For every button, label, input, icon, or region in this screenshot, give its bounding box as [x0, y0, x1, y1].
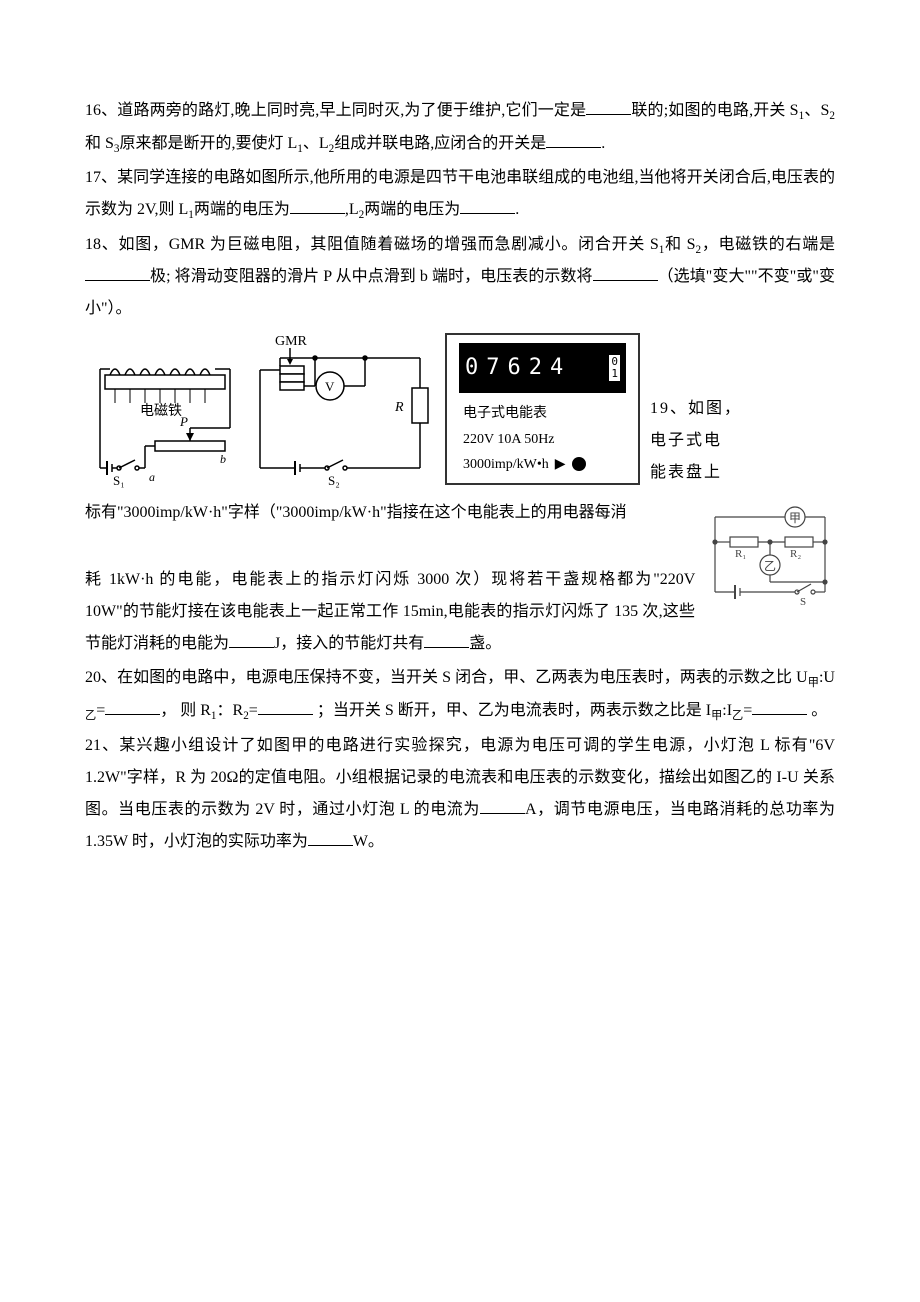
q20-text-e: ：R	[217, 702, 244, 719]
p-label: P	[179, 414, 188, 429]
blank	[290, 195, 345, 214]
meter-imp: 3000imp/kW•h	[463, 452, 549, 477]
q17-text-b: 两端的电压为	[194, 201, 290, 218]
q19-cont2-text-b: J，接入的节能灯共有	[274, 635, 424, 652]
question-19-cont: 甲 R₁ R₂ 乙	[85, 497, 835, 529]
q20-text-b: :U	[819, 669, 835, 686]
blank	[229, 629, 274, 648]
q16-text-e: 原来都是断开的,要使灯 L	[120, 135, 298, 152]
q20-text-a: 20、在如图的电路中，电源电压保持不变，当开关 S 闭合，甲、乙两表为电压表时，…	[85, 669, 808, 686]
figure-row-q18-q19: GMR 电磁铁 P a b	[85, 333, 835, 489]
blank	[308, 826, 353, 845]
q20-text-i: =	[743, 702, 752, 719]
r1-label: R₁	[735, 548, 746, 560]
meter-display: 07624 01	[459, 343, 626, 393]
q19-cont2-text-c: 盏。	[469, 635, 501, 652]
blank	[85, 262, 150, 281]
q18-text-c: ，电磁铁的右端是	[701, 236, 835, 253]
q16-text-d: 和 S	[85, 135, 114, 152]
q18-text-d: 极; 将滑动变阻器的滑片 P 从中点滑到 b 端时，电压表的示数将	[150, 268, 593, 285]
blank	[586, 96, 631, 115]
r2-label: R₂	[790, 548, 801, 560]
question-21: 21、某兴趣小组设计了如图甲的电路进行实验探究，电源为电压可调的学生电源，小灯泡…	[85, 730, 835, 858]
blank	[424, 629, 469, 648]
arrow-icon: ▶	[555, 452, 566, 477]
blank	[480, 794, 525, 813]
energy-meter-panel: 07624 01 电子式电能表 220V 10A 50Hz 3000imp/kW…	[445, 333, 640, 485]
voltmeter-label: V	[325, 379, 335, 394]
switch-s-label: S	[800, 596, 806, 607]
q21-text-c: W。	[353, 833, 384, 850]
question-18: 18、如图，GMR 为巨磁电阻，其阻值随着磁场的增强而急剧减小。闭合开关 S1和…	[85, 229, 835, 326]
q16-text-b: 联的;如图的电路,开关 S	[631, 102, 798, 119]
a-label: a	[149, 470, 155, 484]
b-label: b	[220, 452, 226, 466]
led-indicator-icon	[572, 457, 586, 471]
q16-text-h: .	[601, 135, 605, 152]
q18-text-b: 和 S	[664, 236, 695, 253]
meter-spec: 220V 10A 50Hz	[453, 427, 632, 452]
q16-text-a: 16、道路两旁的路灯,晚上同时亮,早上同时灭,为了便于维护,它们一定是	[85, 102, 586, 119]
circuit-diagram-gmr: GMR 电磁铁 P a b	[85, 333, 435, 488]
question-17: 17、某同学连接的电路如图所示,他所用的电源是四节干电池串联组成的电池组,当他将…	[85, 162, 835, 227]
question-20: 20、在如图的电路中，电源电压保持不变，当开关 S 闭合，甲、乙两表为电压表时，…	[85, 662, 835, 727]
blank	[546, 128, 601, 147]
blank	[460, 195, 515, 214]
r-label: R	[394, 400, 404, 415]
question-16: 16、道路两旁的路灯,晚上同时亮,早上同时灭,为了便于维护,它们一定是 联的;如图…	[85, 95, 835, 160]
gmr-label: GMR	[275, 334, 308, 349]
q19-side-line2: 电子式电	[650, 425, 742, 457]
q16-text-f: 、L	[303, 135, 329, 152]
s1-label: S₁	[113, 473, 125, 488]
q19-side-text: 19、如图， 电子式电 能表盘上	[650, 333, 742, 489]
q20-text-c: =	[96, 702, 105, 719]
meter-jia-label: 甲	[789, 511, 801, 525]
q19-cont-text-a: 标有"3000imp/kW·h"字样（"3000imp/kW·h"指接在这个电能…	[85, 504, 627, 521]
electromagnet-label: 电磁铁	[140, 403, 182, 419]
q19-side-line1: 19、如图，	[650, 393, 742, 425]
blank	[105, 696, 160, 715]
meter-title: 电子式电能表	[453, 401, 632, 426]
blank	[258, 696, 313, 715]
q17-text-d: 两端的电压为	[364, 201, 460, 218]
q16-text-c: 、S	[804, 102, 829, 119]
meter-reading: 07624	[465, 346, 571, 390]
q19-side-line3: 能表盘上	[650, 457, 742, 489]
blank	[752, 696, 807, 715]
q18-text-a: 18、如图，GMR 为巨磁电阻，其阻值随着磁场的增强而急剧减小。闭合开关 S	[85, 236, 659, 253]
s2-label: S₂	[328, 473, 340, 488]
meter-unit: 01	[609, 355, 620, 381]
q20-text-j: 。	[807, 702, 827, 719]
meter-yi-label: 乙	[764, 559, 776, 573]
q20-text-d: ， 则 R	[160, 702, 211, 719]
q20-text-g: ；当开关 S 断开，甲、乙为电流表时，两表示数之比是 I	[313, 702, 711, 719]
q17-text-e: .	[515, 201, 519, 218]
q16-text-g: 组成并联电路,应闭合的开关是	[334, 135, 546, 152]
q20-text-h: :I	[722, 702, 732, 719]
q20-text-f: =	[249, 702, 258, 719]
meter-imp-row: 3000imp/kW•h ▶	[453, 452, 632, 477]
blank	[593, 262, 658, 281]
q17-text-c: ,L	[345, 201, 359, 218]
small-circuit-diagram: 甲 R₁ R₂ 乙	[705, 497, 835, 607]
